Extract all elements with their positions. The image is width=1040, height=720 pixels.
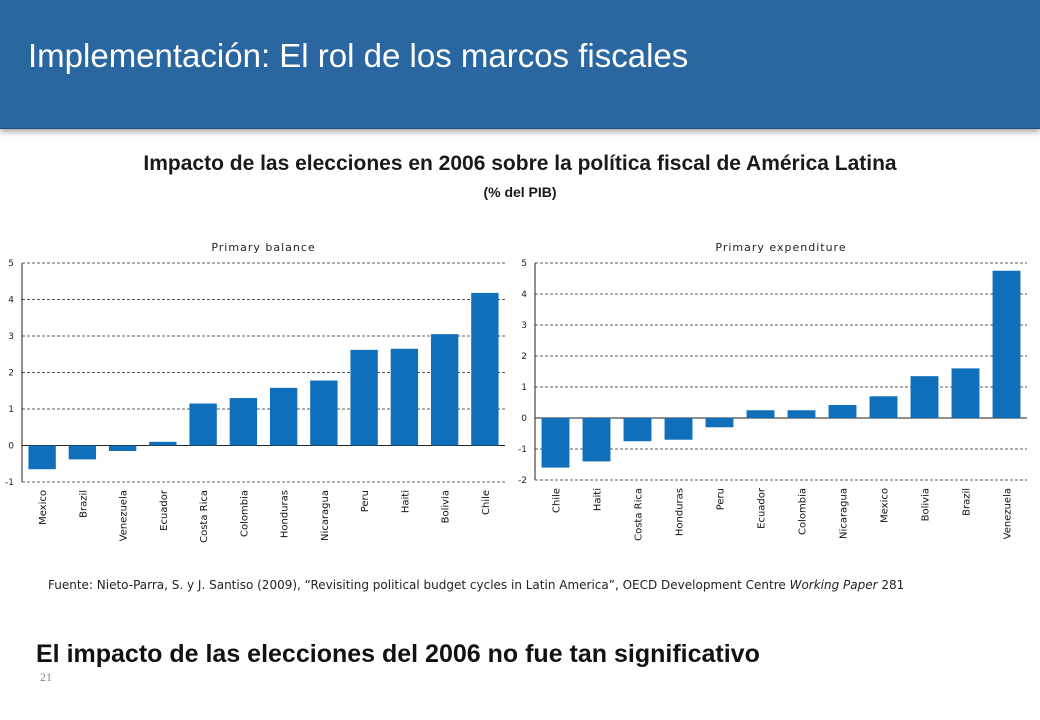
y-tick-label: -1 — [518, 445, 527, 455]
bar-haiti — [390, 348, 419, 446]
bar-honduras — [269, 387, 298, 446]
x-tick-label: Mexico — [38, 490, 49, 525]
source-note: Fuente: Nieto-Parra, S. y J. Santiso (20… — [48, 576, 948, 594]
chart-group-subtitle: (% del PIB) — [483, 184, 557, 200]
y-tick-label: 3 — [8, 332, 14, 342]
bar-mexico — [28, 445, 56, 470]
source-suffix: 281 — [877, 578, 905, 592]
x-tick-label: Colombia — [239, 490, 250, 537]
x-tick-label: Brazil — [962, 488, 973, 516]
y-tick-label: 4 — [521, 290, 527, 300]
primary-expenditure-chart: Primary expenditure -2 -1 0 1 2 3 4 5 Chile Haiti C… — [518, 241, 1027, 541]
bar-brazil — [68, 445, 97, 460]
x-tick-label: Costa Rica — [634, 488, 645, 541]
bar-haiti — [582, 418, 611, 462]
bar-ecuador — [746, 410, 775, 418]
chart-group-title: Impacto de las elecciones en 2006 sobre … — [143, 152, 897, 175]
x-tick-label: Mexico — [880, 488, 891, 523]
x-tick-label: Nicaragua — [320, 490, 331, 541]
bar-peru — [705, 418, 734, 428]
bar-chile — [541, 418, 570, 468]
x-tick-label: Venezuela — [1003, 488, 1014, 539]
y-tick-label: -2 — [518, 476, 527, 486]
x-tick-label: Chile — [552, 488, 563, 513]
y-tick-label: 0 — [521, 414, 527, 424]
slide-number: 21 — [40, 670, 52, 684]
y-tick-label: 4 — [8, 296, 14, 306]
bar-colombia — [229, 398, 258, 446]
primary-balance-chart: Primary balance -1 0 1 2 3 4 5 Mexico Brazil Venez… — [5, 241, 505, 543]
x-tick-label: Nicaragua — [839, 488, 850, 539]
bar-peru — [350, 349, 378, 446]
y-tick-label: 1 — [521, 383, 527, 393]
bar-nicaragua — [310, 380, 338, 446]
x-tick-label: Costa Rica — [199, 490, 210, 543]
x-tick-label: Venezuela — [119, 490, 130, 541]
bar-ecuador — [149, 441, 177, 446]
bar-chile — [471, 292, 499, 446]
x-tick-label: Peru — [716, 488, 727, 510]
bar-brazil — [951, 368, 980, 418]
slide-title: Implementación: El rol de los marcos fis… — [28, 37, 689, 74]
bar-costa-rica — [623, 418, 652, 442]
x-tick-label: Colombia — [798, 488, 809, 535]
x-tick-label: Haiti — [400, 490, 411, 513]
bar-venezuela — [108, 445, 137, 451]
bar-honduras — [664, 418, 693, 440]
x-tick-label: Honduras — [280, 490, 291, 538]
bar-bolivia — [910, 376, 939, 418]
bar-costa-rica — [189, 403, 217, 446]
y-tick-label: 3 — [521, 321, 527, 331]
bar-bolivia — [430, 334, 459, 446]
source-italic: Working Paper — [789, 578, 878, 592]
bar-mexico — [869, 396, 898, 418]
bar-colombia — [787, 410, 816, 418]
y-tick-label: 1 — [8, 405, 14, 415]
x-tick-label: Chile — [481, 490, 492, 515]
x-tick-label: Peru — [360, 490, 371, 512]
chart-title: Primary expenditure — [715, 241, 846, 254]
x-tick-label: Bolivia — [441, 490, 452, 523]
x-tick-label: Ecuador — [159, 489, 170, 531]
chart-title: Primary balance — [211, 241, 315, 254]
bar-venezuela — [992, 270, 1021, 418]
conclusion-text: El impacto de las elecciones del 2006 no… — [36, 640, 760, 668]
x-tick-label: Honduras — [675, 488, 686, 536]
x-tick-label: Ecuador — [757, 487, 768, 529]
slide-header: Implementación: El rol de los marcos fis… — [0, 0, 1040, 129]
y-tick-label: -1 — [5, 478, 14, 488]
y-tick-label: 2 — [521, 352, 527, 362]
x-tick-label: Haiti — [593, 488, 604, 511]
y-tick-label: 5 — [521, 259, 527, 269]
y-tick-label: 0 — [8, 442, 14, 452]
x-tick-label: Bolivia — [921, 488, 932, 521]
source-text: Fuente: Nieto-Parra, S. y J. Santiso (20… — [48, 578, 790, 592]
bar-nicaragua — [828, 404, 857, 418]
y-tick-label: 5 — [8, 259, 14, 269]
x-tick-label: Brazil — [78, 490, 89, 518]
y-tick-label: 2 — [8, 369, 14, 379]
